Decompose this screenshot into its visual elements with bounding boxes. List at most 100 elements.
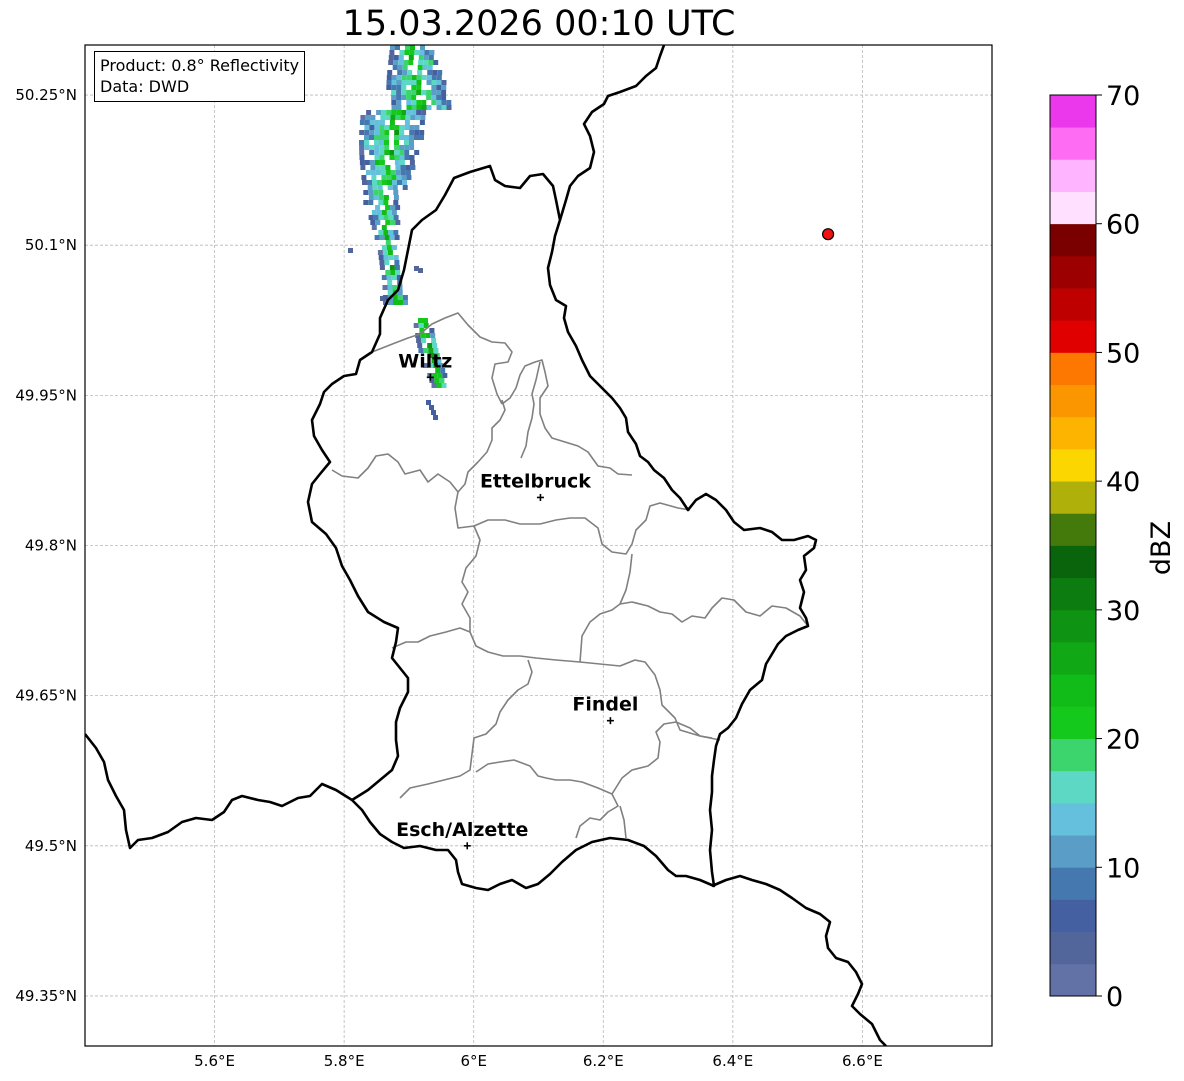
radar-echo-cell [404,120,410,125]
radar-echo-cell [380,170,386,175]
radar-echo-cell [409,125,415,130]
radar-echo-cell [374,125,380,130]
colorbar [1049,94,1097,997]
colorbar-segment [1050,963,1096,997]
radar-echo-cell [422,65,428,70]
radar-echo-cell [432,343,438,348]
radar-echo-cell [419,50,425,55]
radar-echo-cell [418,348,424,353]
radar-echo-cell [441,105,447,110]
radar-echo-cell [436,80,442,85]
radar-echo-cell [381,210,387,215]
radar-echo-cell [402,70,408,75]
radar-echo-cell [359,160,365,165]
radar-echo-cell [404,155,410,160]
radar-echo-cell [389,235,395,240]
radar-echo-cell [423,363,429,368]
radar-echo-cell [414,266,419,271]
radar-echo-cell [429,405,434,410]
colorbar-segment [1050,416,1096,450]
radar-echo-cell [416,110,422,115]
radar-echo-cell [393,255,399,260]
radar-echo-cell [418,60,424,65]
radar-echo-cell [385,115,391,120]
radar-echo-cell [369,120,375,125]
radar-echo-cell [446,105,452,110]
radar-echo-cell [392,180,397,185]
radar-echo-cell [417,343,423,348]
radar-echo-cell [371,210,377,215]
canton-border-grevenmacher [579,553,721,741]
radar-echo-cell [383,195,389,200]
y-tick-label: 50.1°N [25,236,77,254]
radar-echo-cell [371,175,377,180]
colorbar-segment [1050,706,1096,739]
radar-echo-cell [420,115,426,120]
radar-echo-cell [391,175,397,180]
radar-echo-cell [375,205,381,210]
radar-echo-cell [359,150,365,155]
radar-echo-cell [383,230,389,235]
radar-echo-cell [394,145,400,150]
radar-echo-cell [390,220,396,225]
radar-echo-cell [394,125,400,130]
radar-echo-cell [386,80,392,85]
radar-echo-cell [378,190,384,195]
radar-echo-cell [425,333,431,338]
radar-echo-cell [391,105,397,110]
radar-echo-cell [367,180,372,185]
radar-echo-cell [397,70,403,75]
radar-echo-cell [374,145,380,150]
radar-echo-cell [434,353,440,358]
radar-echo-cell [369,145,375,150]
radar-echo-cell [369,150,375,155]
radar-echo-cell [390,170,396,175]
radar-echo-cell [417,65,423,70]
radar-echo-cell [378,230,384,235]
radar-echo-cell [431,338,437,343]
radar-echo-cell [416,100,422,105]
radar-echo-cell [379,130,385,135]
radar-echo-cell [386,110,392,115]
radar-echo-cell [370,220,376,225]
colorbar-tick-label: 40 [1106,467,1140,498]
radar-echo-cell [426,105,432,110]
radar-echo-cell [414,150,420,155]
radar-echo-cell [441,383,447,388]
radar-echo-cell [387,250,393,255]
y-tick-label: 50.25°N [15,86,77,104]
radar-echo-cell [375,165,381,170]
radar-echo-cell [379,265,385,270]
city-label: Esch/Alzette [396,819,528,841]
radar-echo-cell [394,135,399,140]
radar-echo-cell [401,175,407,180]
radar-echo-cell [391,110,397,115]
canton-border-capellen [391,627,471,649]
radar-echo-cell [379,140,384,145]
radar-echo-cell [403,60,409,65]
radar-echo-cell [391,85,397,90]
radar-echo-cell [364,145,370,150]
radar-echo-cell [433,60,439,65]
radar-echo-cell [374,160,380,165]
radar-echo-cell [409,135,414,140]
radar-echo-cell [364,140,369,145]
radar-echo-cell [359,140,364,145]
y-tick-label: 49.8°N [25,537,77,555]
canton-borders [331,312,809,839]
radar-echo-cell [389,150,395,155]
colorbar-tick-label: 20 [1106,725,1140,756]
x-tick-label: 6.6°E [842,1052,883,1070]
radar-echo-cell [363,200,369,205]
radar-echo-cell [429,378,435,383]
radar-echo-cell [393,55,399,60]
radar-echo-cell [378,200,384,205]
radar-echo-cell [431,410,436,415]
radar-echo-cell [370,170,376,175]
radar-echo-cell [401,95,407,100]
radar-echo-cell [384,125,390,130]
colorbar-segment [1050,320,1096,353]
radar-echo-cell [409,50,415,55]
radar-echo-cell [429,50,435,55]
radar-echo-cell [370,165,376,170]
